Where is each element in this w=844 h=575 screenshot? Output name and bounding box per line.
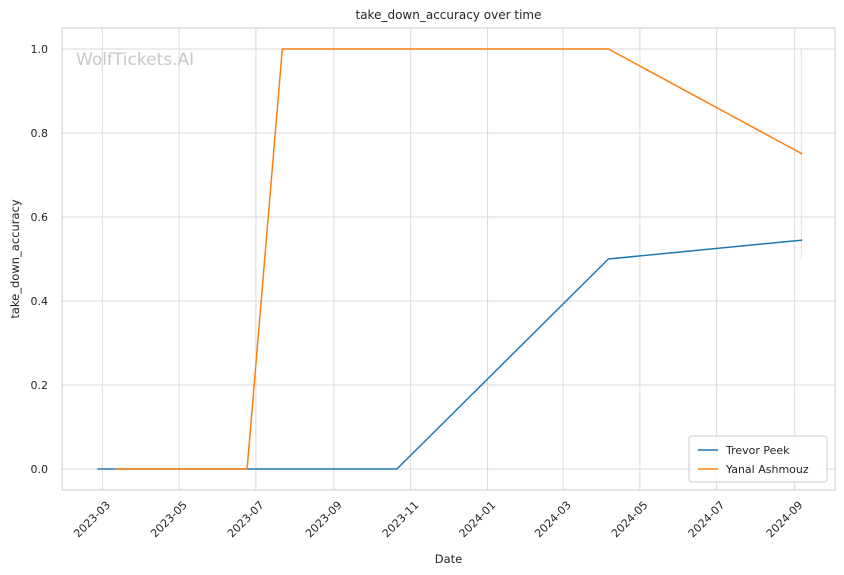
- y-tick-label: 0.2: [31, 379, 49, 392]
- x-axis-label: Date: [435, 552, 463, 566]
- chart-title: take_down_accuracy over time: [356, 8, 542, 22]
- y-tick-label: 0.6: [31, 211, 49, 224]
- legend-label: Trevor Peek: [725, 444, 790, 457]
- y-axis-label: take_down_accuracy: [8, 199, 22, 318]
- series-line-yanal-ashmouz: [114, 48, 803, 470]
- watermark-text: WolfTickets.AI: [76, 50, 194, 70]
- y-tick-label: 0.0: [31, 463, 49, 476]
- y-tick-label: 0.4: [31, 295, 49, 308]
- plot-area-frame: [61, 27, 836, 491]
- y-tick-label: 0.8: [31, 127, 49, 140]
- series-group: [97, 48, 803, 470]
- legend: Trevor Peek Yanal Ashmouz: [688, 435, 828, 483]
- y-tick-label: 1.0: [31, 43, 49, 56]
- y-axis-ticks: 0.0 0.2 0.4 0.6 0.8 1.0: [31, 43, 49, 476]
- legend-label: Yanal Ashmouz: [725, 463, 809, 476]
- legend-box: [688, 435, 828, 483]
